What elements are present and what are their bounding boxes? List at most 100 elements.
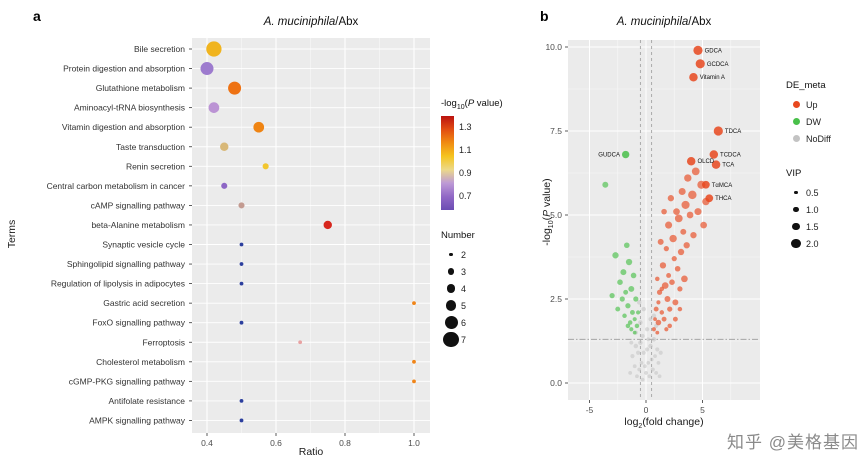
volcano-point (630, 310, 635, 315)
de-meta-legend-label: NoDiff (806, 133, 831, 144)
dotplot-x-axis-title: Ratio (298, 446, 324, 458)
term-label: Glutathione metabolism (96, 83, 185, 93)
volcano-y-title-rest: value) (540, 178, 553, 210)
volcano-point (636, 300, 642, 305)
volcano-gridlines (568, 40, 760, 400)
color-legend-title-rest: value) (474, 98, 503, 109)
volcano-panel-bg (568, 40, 760, 400)
volcano-point (690, 232, 697, 239)
volcano-point (645, 327, 650, 332)
volcano-y-title-sub: 10 (548, 220, 556, 229)
volcano-point (633, 343, 639, 349)
panel-a-title-species: A. muciniphila (263, 16, 336, 28)
de-meta-legend-label: DW (806, 116, 821, 127)
term-label: Antifolate resistance (108, 396, 185, 406)
volcano-x-title-rest: (fold change) (642, 416, 704, 428)
color-legend-title-open: ( (464, 98, 468, 109)
vip-legend-item: 1.0 (786, 201, 819, 218)
volcano-point-label: Vitamin A (700, 75, 725, 81)
dotplot-point (262, 163, 269, 170)
panel-b-title: A. muciniphila/Abx (568, 16, 760, 28)
volcano-point (641, 306, 646, 312)
volcano-point-label: TCDCA (720, 153, 741, 159)
volcano-point (674, 214, 683, 223)
x-tick-label: 0.8 (339, 438, 351, 448)
volcano-point (625, 323, 631, 329)
size-legend-label: 5 (461, 300, 467, 311)
size-legend-item: 5 (441, 297, 475, 314)
volcano-point (636, 350, 641, 355)
y-tick-label: 2.5 (550, 294, 562, 304)
term-label: Renin secretion (126, 161, 185, 171)
vip-legend-label: 1.5 (806, 221, 819, 232)
dotplot-axis-labels: 0.4 0.6 0.8 1.0 Bile secretion Protein digest… (47, 44, 421, 448)
volcano-point (639, 360, 644, 365)
volcano-point (671, 256, 677, 262)
de-meta-legend-item: Up (786, 96, 831, 113)
vip-legend-dot-icon (794, 190, 798, 195)
volcano-point (615, 306, 621, 312)
watermark: 知乎 @美格基因 (727, 433, 859, 452)
volcano-point (677, 286, 683, 292)
dotplot-point (412, 301, 416, 306)
dotplot-gridlines (192, 38, 430, 433)
volcano-labeled-point (686, 157, 696, 166)
volcano-point (659, 262, 667, 269)
y-tick-label: 7.5 (550, 126, 562, 136)
volcano-x-title-pre: log (624, 416, 639, 428)
volcano-point (655, 347, 660, 352)
volcano-point-label: TDCA (725, 129, 741, 135)
dotplot-point (239, 320, 244, 325)
volcano-point (651, 327, 656, 332)
volcano-labeled-point (693, 45, 703, 55)
term-label: Vitamin digestion and absorption (62, 122, 185, 132)
dotplot-point (239, 262, 244, 266)
volcano-points-up_points (651, 167, 710, 335)
volcano-point (634, 323, 640, 329)
color-legend-title-pre: -log (441, 98, 457, 109)
volcano-point (638, 320, 643, 325)
dotplot-point (239, 399, 244, 403)
vip-legend-dot-icon (792, 222, 800, 231)
volcano-point-label: GUDCA (598, 153, 620, 159)
volcano-point (659, 310, 665, 315)
volcano-point (667, 306, 673, 312)
volcano-point-label: OLCD (697, 159, 714, 165)
term-label: cGMP-PKG signalling pathway (69, 376, 186, 386)
volcano-point (628, 285, 635, 292)
term-label: Taste transduction (116, 142, 185, 152)
size-legend-dot-icon (443, 331, 459, 348)
volcano-point (694, 208, 702, 216)
color-legend-ticks: 1.3 1.1 0.9 0.7 (459, 116, 493, 210)
color-legend-title-pvar: P (467, 98, 475, 109)
de-meta-legend: DE_meta Up DW NoDiff (786, 80, 831, 147)
volcano-labeled-point (695, 59, 705, 69)
dotplot-point (238, 202, 245, 209)
volcano-point (677, 306, 683, 312)
size-legend-label: 3 (461, 266, 467, 277)
size-legend-item: 7 (441, 331, 475, 348)
dotplot-point (298, 340, 303, 345)
volcano-point (645, 347, 650, 352)
volcano-point (656, 360, 661, 365)
color-legend: -log10(P value) 1.3 1.1 0.9 0.7 (441, 98, 527, 210)
volcano-point (656, 300, 661, 305)
volcano-point (632, 317, 637, 322)
color-legend-tick: 1.1 (459, 144, 472, 155)
de-meta-legend-dot-icon (792, 118, 800, 125)
volcano-point (633, 296, 639, 302)
volcano-point (655, 276, 660, 282)
volcano-labeled-point (689, 73, 698, 82)
color-legend-title: -log10(P value) (441, 98, 527, 111)
volcano-point (664, 296, 671, 302)
x-tick-label: 1.0 (408, 438, 420, 448)
volcano-point (691, 167, 700, 176)
volcano-point (630, 272, 637, 279)
volcano-point (661, 282, 669, 289)
volcano-point (647, 374, 652, 379)
x-tick-label: 0 (644, 405, 649, 415)
volcano-point (684, 174, 692, 182)
color-legend-tick: 0.9 (459, 168, 472, 179)
volcano-point-label: TαMCA (712, 183, 732, 189)
panel-b-title-species: A. muciniphila (616, 16, 689, 28)
